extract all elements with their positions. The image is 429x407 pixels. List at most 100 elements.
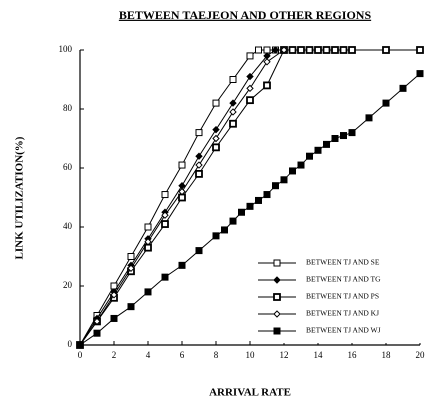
marker [161,191,169,199]
marker [178,161,186,169]
marker [255,196,262,204]
marker [339,46,348,54]
marker [399,84,407,92]
x-tick-label: 4 [146,350,151,360]
marker [272,182,279,190]
legend-label: BETWEEN TJ AND SE [306,258,380,267]
marker [382,46,390,54]
legend-label: BETWEEN TJ AND WJ [306,326,381,335]
marker [263,46,271,54]
marker [178,193,186,202]
marker [161,211,169,219]
y-tick-label: 40 [63,221,73,231]
marker [322,46,331,54]
marker [229,76,237,83]
marker [289,167,296,175]
x-tick-label: 2 [112,350,117,360]
marker [280,176,288,184]
marker [246,96,254,105]
marker [229,99,237,107]
marker [348,129,356,137]
marker [288,46,297,54]
y-tick-label: 80 [63,103,73,113]
x-tick-label: 8 [214,350,219,360]
marker [331,46,339,54]
marker [297,161,305,169]
legend-label: BETWEEN TJ AND PS [306,292,379,301]
marker [229,119,237,128]
marker [273,276,281,284]
marker [271,46,280,54]
marker [306,152,313,160]
marker [127,253,135,260]
marker [273,259,281,267]
marker [212,232,220,240]
marker [348,46,356,54]
marker [331,135,339,142]
series-line [79,49,284,346]
marker [144,238,152,246]
marker [246,52,254,60]
y-tick-label: 100 [59,44,73,54]
marker [246,72,254,81]
marker [263,58,271,66]
marker [221,226,228,234]
marker [273,293,281,301]
x-tick-label: 16 [348,350,358,360]
x-tick-label: 0 [78,350,83,360]
x-tick-label: 12 [280,350,289,360]
y-tick-label: 60 [63,162,73,172]
marker [273,310,281,318]
marker [195,161,203,169]
marker [178,187,186,196]
x-tick-label: 10 [246,350,256,360]
marker [238,208,245,216]
marker [263,191,271,199]
marker [212,134,220,143]
chart-title: BETWEEN TAEJEON AND OTHER REGIONS [119,8,372,22]
x-tick-label: 6 [180,350,185,360]
marker [416,46,424,54]
marker [246,84,254,93]
marker [161,273,169,281]
marker [273,327,281,335]
x-tick-label: 14 [314,350,324,360]
marker [212,143,220,152]
marker [263,81,271,90]
marker [416,70,424,78]
marker [144,223,152,231]
marker [229,217,237,225]
marker [340,132,347,140]
marker [178,261,186,269]
marker [229,108,237,116]
marker [246,202,254,210]
y-tick-label: 20 [63,280,73,290]
marker [76,341,84,349]
marker [93,329,101,337]
x-axis-label: ARRIVAL RATE [209,387,291,399]
marker [297,46,305,54]
y-tick-label: 0 [68,339,73,349]
x-tick-label: 20 [416,350,426,360]
legend-label: BETWEEN TJ AND KJ [306,309,379,318]
marker [93,317,101,326]
marker [195,247,203,255]
marker [314,146,322,154]
marker [305,46,314,54]
marker [110,314,118,322]
marker [280,46,288,54]
marker [314,46,322,54]
legend-label: BETWEEN TJ AND TG [306,275,381,284]
y-axis-label: LINK UTILIZATION(%) [14,136,26,259]
marker [212,99,220,107]
marker [127,264,135,273]
marker [382,99,390,107]
marker [195,129,203,137]
marker [255,46,262,54]
marker [144,288,152,296]
marker [323,140,330,148]
marker [365,114,373,122]
marker [195,152,203,160]
x-tick-label: 18 [382,350,392,360]
